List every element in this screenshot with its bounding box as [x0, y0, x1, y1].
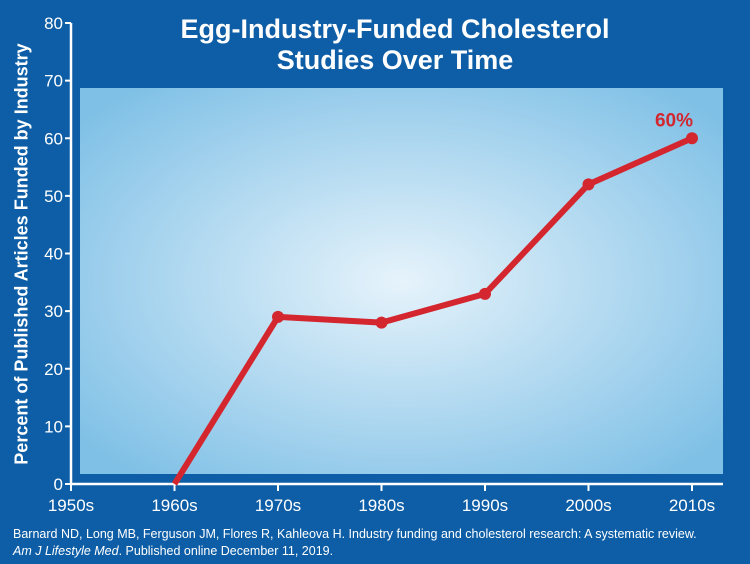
title-line-2: Studies Over Time — [276, 45, 514, 75]
y-tick-label: 70 — [44, 72, 63, 91]
y-tick-label: 10 — [44, 417, 63, 436]
citation-line-1: Barnard ND, Long MB, Ferguson JM, Flores… — [13, 527, 697, 541]
data-point — [375, 316, 388, 329]
data-point — [686, 132, 698, 145]
data-point — [479, 287, 491, 300]
x-tick-label: 1950s — [48, 496, 94, 515]
y-tick-label: 20 — [44, 360, 63, 379]
data-label: 60% — [655, 110, 693, 131]
chart-title: Egg-Industry-Funded Cholesterol Studies O… — [120, 14, 670, 76]
x-tick-label: 1980s — [358, 496, 404, 515]
data-point — [582, 178, 595, 191]
citation-line-2: . Published online December 11, 2019. — [118, 544, 334, 558]
x-tick-label: 2000s — [565, 496, 611, 515]
series-line — [171, 135, 694, 486]
y-tick-label: 0 — [54, 475, 63, 494]
y-tick-label: 30 — [44, 302, 63, 321]
y-tick-label: 60 — [44, 129, 63, 148]
data-point — [272, 310, 284, 323]
citation-journal: Am J Lifestyle Med — [13, 544, 119, 558]
x-tick-label: 2010s — [669, 496, 715, 515]
y-axis-label: Percent of Published Articles Funded by … — [11, 43, 32, 465]
citation: Barnard ND, Long MB, Ferguson JM, Flores… — [13, 526, 697, 560]
plot-panel — [80, 88, 723, 474]
title-line-1: Egg-Industry-Funded Cholesterol — [180, 14, 610, 44]
y-tick-label: 80 — [44, 14, 63, 33]
x-tick-label: 1970s — [255, 496, 301, 515]
x-tick-label: 1990s — [462, 496, 508, 515]
y-tick-label: 50 — [44, 187, 63, 206]
y-tick-label: 40 — [44, 245, 63, 264]
x-tick-label: 1960s — [151, 496, 197, 515]
